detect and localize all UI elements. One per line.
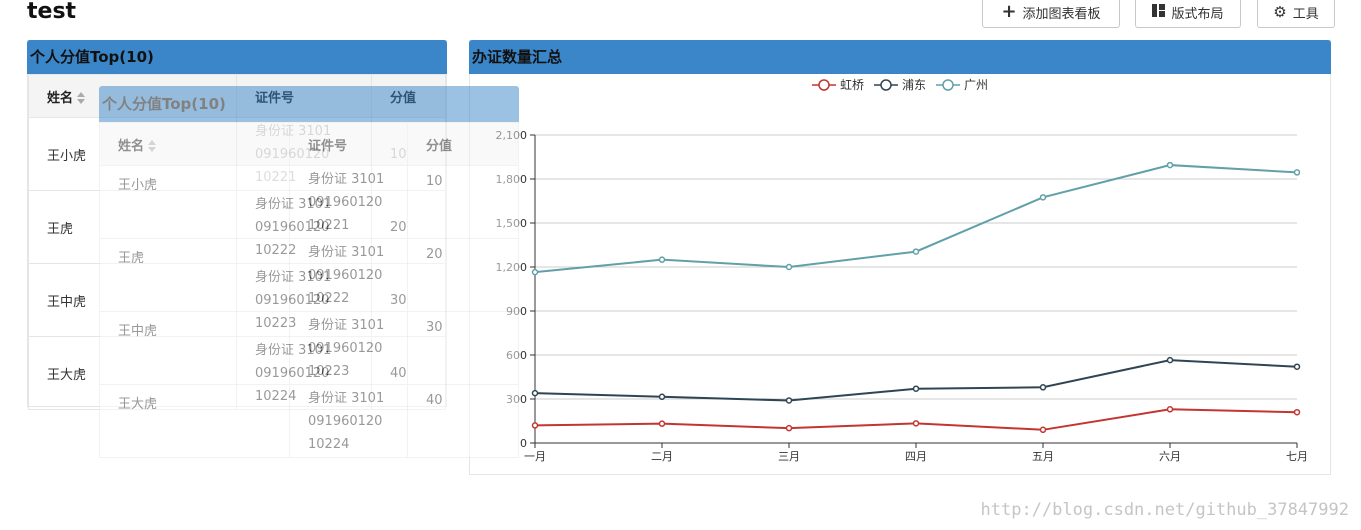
chart-legend: 虹桥 浦东 广州 (470, 76, 1330, 93)
data-point[interactable] (531, 389, 539, 397)
y-tick-label: 600 (506, 349, 527, 362)
certificate-summary-panel: 办证数量汇总 虹桥 浦东 广州 0 300 600 900 1,200 1,500 1,80… (469, 40, 1331, 475)
column-header-name[interactable]: 姓名 (28, 74, 237, 118)
cell-id: 身份证 3101 091960120 10221 (236, 117, 372, 191)
series-line-1 (534, 359, 1298, 402)
data-point[interactable] (1166, 161, 1174, 169)
data-point[interactable] (1039, 194, 1047, 201)
x-tick-label: 四月 (905, 450, 927, 463)
y-tick-label: 1,200 (496, 261, 528, 274)
top-scores-panel: 个人分值Top(10) 姓名 证件号 分值 王小虎 身份证 3101 091960… (27, 40, 447, 410)
y-tick-label: 900 (506, 305, 527, 318)
y-tick-label: 1,500 (496, 217, 528, 230)
legend-item-hongqiao[interactable]: 虹桥 (811, 76, 864, 93)
y-tick-label: 300 (506, 393, 527, 406)
data-point[interactable] (912, 420, 920, 427)
cell-name: 王虎 (28, 190, 237, 264)
legend-item-pudong[interactable]: 浦东 (873, 76, 926, 93)
data-point[interactable] (912, 248, 920, 255)
data-point[interactable] (785, 397, 793, 404)
series-line-0 (534, 408, 1298, 431)
data-point[interactable] (658, 256, 666, 263)
table-header-row: 姓名 证件号 分值 (28, 74, 446, 118)
x-tick-label: 七月 (1286, 450, 1308, 463)
layout-button[interactable]: 版式布局 (1135, 0, 1241, 28)
data-point[interactable] (785, 424, 793, 432)
series-line-2 (534, 164, 1298, 274)
cell-name: 王中虎 (28, 263, 237, 337)
y-tick-label: 1,800 (496, 173, 528, 186)
data-point[interactable] (1039, 426, 1047, 434)
data-point[interactable] (1166, 356, 1174, 364)
x-tick-label: 二月 (651, 450, 673, 463)
data-point[interactable] (531, 268, 539, 276)
table-row[interactable]: 王小虎 身份证 3101 091960120 10221 10 (28, 117, 446, 191)
y-tick-label: 2,100 (496, 129, 528, 142)
certificate-summary-title[interactable]: 办证数量汇总 (469, 40, 1331, 74)
cell-name: 王小虎 (28, 117, 237, 191)
cell-score: 40 (371, 336, 446, 410)
data-point[interactable] (912, 385, 920, 392)
tools-button[interactable]: ⚙ 工具 (1257, 0, 1335, 28)
line-chart: 0 300 600 900 1,200 1,500 1,800 2,100 一月 二月 三月 四月 五月… (496, 129, 1309, 463)
add-board-button[interactable]: + 添加图表看板 (982, 0, 1120, 28)
tools-label: 工具 (1292, 6, 1319, 22)
cell-score: 30 (371, 263, 446, 337)
y-tick-label: 0 (520, 437, 527, 450)
x-tick-label: 五月 (1032, 450, 1054, 463)
data-point[interactable] (658, 393, 666, 401)
top-scores-title[interactable]: 个人分值Top(10) (27, 40, 447, 74)
page-title: test (27, 0, 77, 24)
plus-icon: + (1001, 1, 1017, 22)
sort-icon[interactable] (77, 92, 86, 104)
legend-item-guangzhou[interactable]: 广州 (936, 76, 988, 93)
table-row[interactable]: 王中虎 身份证 3101 091960120 10223 30 (28, 263, 446, 337)
cell-id: 身份证 3101 091960120 10223 (236, 263, 372, 337)
table-row[interactable]: 王虎 身份证 3101 091960120 10222 20 (28, 190, 446, 264)
x-tick-label: 三月 (778, 450, 800, 463)
data-point[interactable] (1166, 406, 1174, 413)
column-header-score: 分值 (371, 74, 446, 118)
cell-score: 20 (371, 190, 446, 264)
cell-name: 王大虎 (28, 336, 237, 410)
cell-id: 身份证 3101 091960120 10222 (236, 190, 372, 264)
watermark: http://blog.csdn.net/github_37847992 (980, 500, 1349, 520)
data-point[interactable] (1293, 408, 1301, 416)
add-board-label: 添加图表看板 (1022, 6, 1101, 22)
cell-score: 10 (371, 117, 446, 191)
table-row[interactable]: 王大虎 身份证 3101 091960120 10224 40 (28, 336, 446, 410)
x-tick-label: 一月 (524, 450, 546, 463)
data-point[interactable] (785, 263, 793, 271)
column-header-id: 证件号 (236, 74, 372, 118)
data-point[interactable] (531, 422, 539, 429)
data-point[interactable] (1293, 363, 1301, 370)
data-point[interactable] (658, 420, 666, 427)
x-tick-label: 六月 (1159, 450, 1181, 463)
top-scores-table: 姓名 证件号 分值 王小虎 身份证 3101 091960120 10221 10 … (28, 74, 446, 410)
gear-icon: ⚙ (1273, 3, 1287, 21)
layout-icon (1152, 3, 1166, 21)
data-point[interactable] (1039, 384, 1047, 391)
data-point[interactable] (1293, 169, 1301, 176)
layout-label: 版式布局 (1171, 6, 1224, 22)
cell-id: 身份证 3101 091960120 10224 (236, 336, 372, 410)
